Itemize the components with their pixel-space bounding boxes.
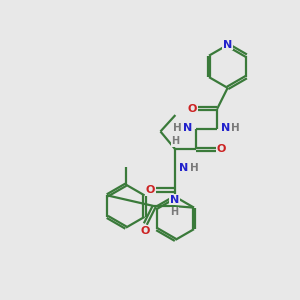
Text: N: N bbox=[170, 195, 179, 205]
Text: N: N bbox=[221, 123, 230, 133]
Text: H: H bbox=[171, 136, 179, 146]
Text: N: N bbox=[223, 40, 232, 50]
Text: H: H bbox=[190, 163, 198, 173]
Text: H: H bbox=[231, 123, 240, 133]
Text: O: O bbox=[145, 185, 155, 195]
Text: H: H bbox=[173, 123, 182, 133]
Text: N: N bbox=[179, 163, 188, 173]
Text: H: H bbox=[170, 207, 179, 217]
Text: O: O bbox=[217, 144, 226, 154]
Text: O: O bbox=[141, 226, 150, 236]
Text: N: N bbox=[183, 123, 193, 133]
Text: O: O bbox=[187, 104, 196, 114]
